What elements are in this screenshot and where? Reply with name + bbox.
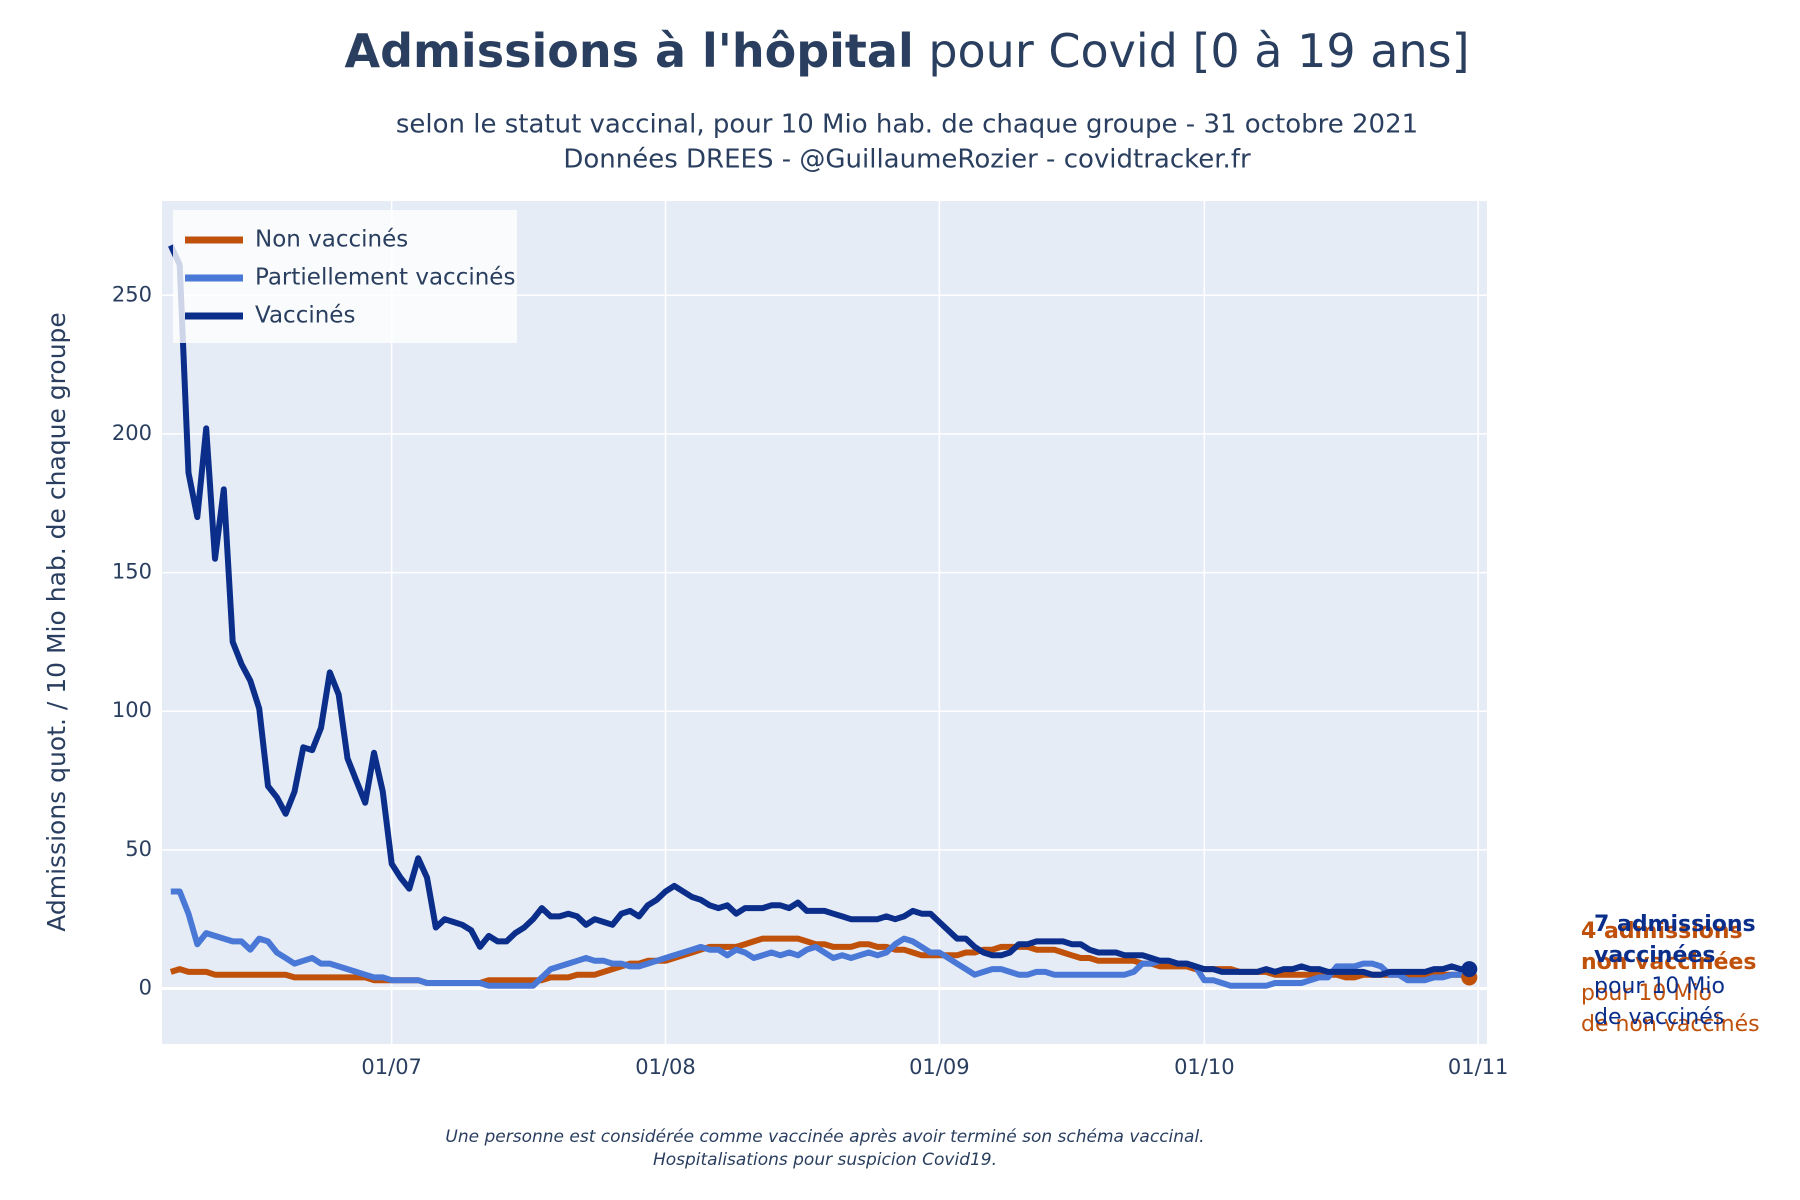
- title-bold: Admissions à l'hôpital: [344, 24, 913, 78]
- end-marker: [1461, 961, 1478, 978]
- annotation: 4 admissions: [1581, 919, 1743, 944]
- title-rest: pour Covid [0 à 19 ans]: [928, 24, 1469, 78]
- annotation: pour 10 Mio: [1594, 974, 1725, 999]
- footnote: Hospitalisations pour suspicion Covid19.: [653, 1150, 997, 1170]
- legend-label: Vaccinés: [255, 303, 355, 329]
- chart-title: Admissions à l'hôpital pour Covid [0 à 1…: [344, 24, 1469, 78]
- y-tick-label: 200: [112, 421, 152, 445]
- y-tick-label: 0: [139, 976, 152, 1000]
- x-tick-label: 01/11: [1448, 1055, 1509, 1079]
- legend-label: Non vaccinés: [255, 227, 408, 253]
- subtitle: Données DREES - @GuillaumeRozier - covid…: [563, 145, 1251, 175]
- x-tick-label: 01/07: [361, 1055, 422, 1079]
- subtitle: selon le statut vaccinal, pour 10 Mio ha…: [396, 110, 1418, 140]
- annotation: de vaccinés: [1594, 1005, 1724, 1030]
- y-tick-label: 150: [112, 560, 152, 584]
- series-line: [170, 888, 1470, 989]
- y-tick-label: 50: [125, 837, 152, 861]
- x-tick-label: 01/10: [1174, 1055, 1235, 1079]
- y-tick-label: 100: [112, 698, 152, 722]
- footnote: Une personne est considérée comme vaccin…: [445, 1127, 1204, 1147]
- series-line: [168, 244, 1470, 978]
- y-axis-label: Admissions quot. / 10 Mio hab. de chaque…: [42, 312, 71, 932]
- annotation: 7 admissions: [1594, 912, 1756, 937]
- legend-label: Partiellement vaccinés: [255, 265, 515, 291]
- y-tick-label: 250: [112, 282, 152, 306]
- annotation: vaccinées: [1594, 943, 1715, 968]
- x-tick-label: 01/09: [909, 1055, 970, 1079]
- annotation: non vaccinées: [1581, 950, 1757, 975]
- annotation: pour 10 Mio: [1581, 981, 1712, 1006]
- x-tick-label: 01/08: [635, 1055, 696, 1079]
- annotation: de non vaccinés: [1581, 1012, 1760, 1037]
